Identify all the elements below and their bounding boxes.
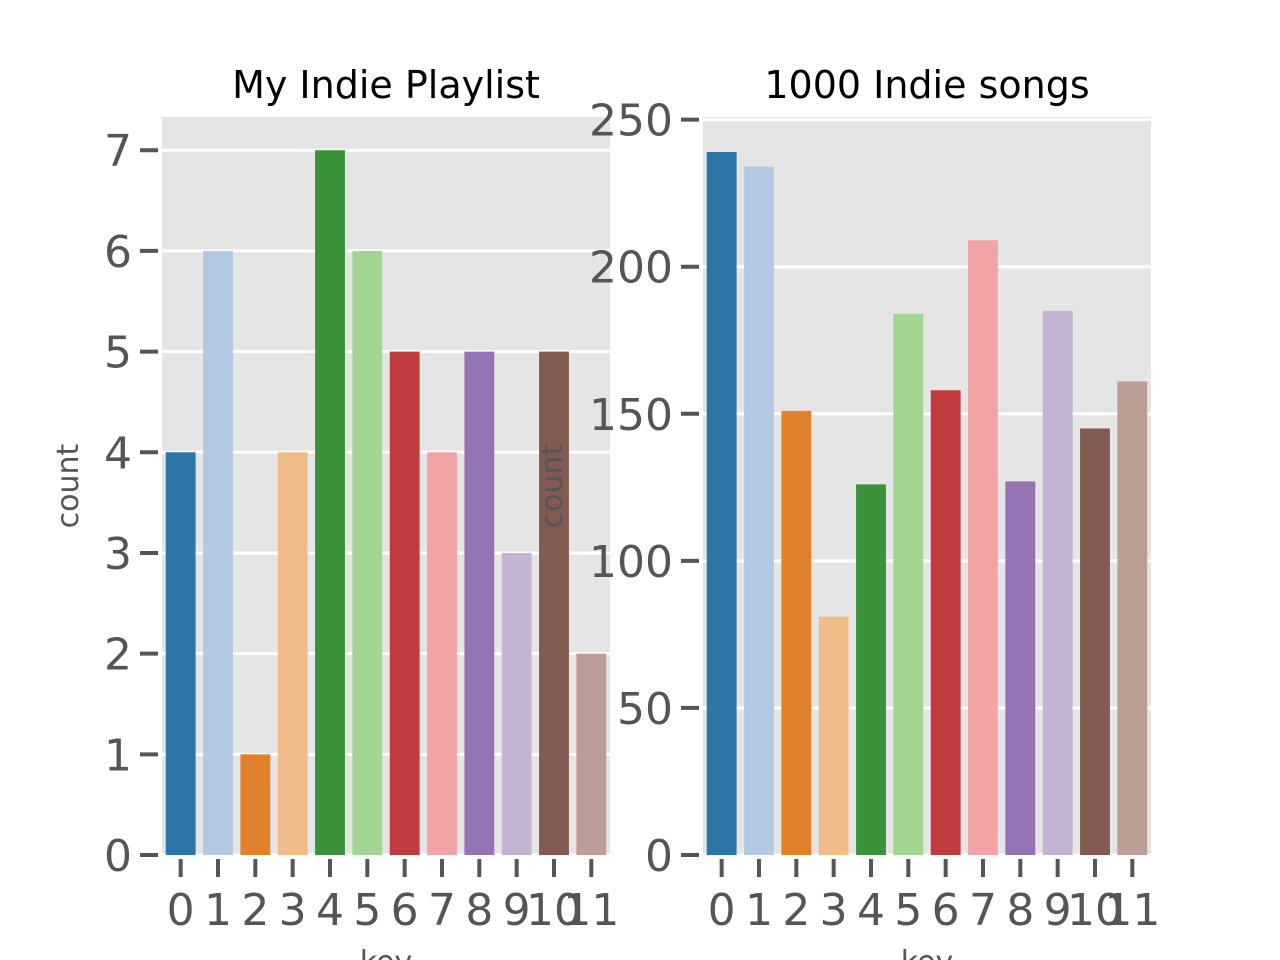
x-tick-label: 2 <box>782 885 810 936</box>
x-axis-label: key <box>360 945 413 960</box>
x-tick-label: 8 <box>1006 885 1034 936</box>
bar-key-6 <box>930 390 961 855</box>
bar-key-11 <box>1117 381 1148 855</box>
bar-key-9 <box>501 552 532 855</box>
x-tick-label: 9 <box>1044 885 1072 936</box>
x-tick-label: 9 <box>503 885 531 936</box>
x-tick-label: 3 <box>820 885 848 936</box>
bar-key-11 <box>576 653 607 855</box>
bar-key-0 <box>706 152 737 855</box>
bar-key-3 <box>818 616 849 855</box>
x-tick-label: 8 <box>465 885 493 936</box>
bar-key-7 <box>968 240 998 855</box>
bar-key-8 <box>1005 481 1036 855</box>
x-tick-label: 4 <box>316 885 344 936</box>
y-tick-label: 100 <box>589 537 673 588</box>
y-tick-label: 200 <box>589 243 673 294</box>
bar-key-5 <box>893 313 924 855</box>
x-tick-label: 5 <box>894 885 922 936</box>
x-tick-label: 10 <box>526 885 582 936</box>
y-axis-ticks: 0 1 2 3 4 5 6 7 <box>104 126 158 882</box>
bar-key-4 <box>315 150 345 855</box>
gridlines <box>162 148 610 857</box>
y-tick-label: 1 <box>104 730 132 781</box>
gridlines <box>703 118 1151 857</box>
x-tick-label: 1 <box>204 885 232 936</box>
y-tick-label: 5 <box>104 328 132 379</box>
bar-key-2 <box>240 754 271 855</box>
x-tick-label: 4 <box>857 885 885 936</box>
bar-key-0 <box>165 452 196 855</box>
y-tick-label: 4 <box>104 428 132 479</box>
x-tick-label: 11 <box>563 885 619 936</box>
x-tick-label: 10 <box>1067 885 1123 936</box>
y-tick-label: 3 <box>104 529 132 580</box>
x-tick-label: 3 <box>279 885 307 936</box>
bar-key-6 <box>389 351 420 855</box>
bar-key-2 <box>781 410 812 855</box>
bar-key-4 <box>856 484 886 855</box>
bar-key-5 <box>352 250 383 855</box>
plot-area-background <box>162 117 610 855</box>
bar-key-10 <box>1080 428 1110 855</box>
y-tick-label: 0 <box>645 831 673 882</box>
y-tick-label: 7 <box>104 126 132 177</box>
bar-key-8 <box>464 351 495 855</box>
chart-title: 1000 Indie songs <box>764 63 1089 107</box>
y-tick-label: 6 <box>104 227 132 278</box>
bar-key-3 <box>277 452 308 855</box>
y-axis-ticks: 0 50 100 150 200 250 <box>589 96 699 882</box>
x-tick-label: 5 <box>353 885 381 936</box>
y-tick-label: 150 <box>589 390 673 441</box>
x-tick-label: 0 <box>167 885 195 936</box>
bar-key-1 <box>744 166 774 855</box>
x-tick-label: 6 <box>391 885 419 936</box>
plot-area-background <box>703 117 1151 855</box>
chart-title: My Indie Playlist <box>232 63 540 107</box>
y-tick-label: 2 <box>104 630 132 681</box>
x-tick-label: 2 <box>241 885 269 936</box>
y-tick-label: 50 <box>617 684 673 735</box>
y-tick-label: 250 <box>589 96 673 147</box>
bar-key-9 <box>1042 310 1073 855</box>
x-tick-label: 7 <box>428 885 456 936</box>
x-tick-label: 0 <box>708 885 736 936</box>
bar-key-1 <box>203 250 233 855</box>
y-axis-label: count <box>535 443 570 528</box>
x-axis-label: key <box>901 945 954 960</box>
x-tick-label: 1 <box>745 885 773 936</box>
x-tick-label: 7 <box>969 885 997 936</box>
x-tick-label: 11 <box>1104 885 1160 936</box>
y-axis-label: count <box>51 443 86 528</box>
bars <box>165 150 607 855</box>
y-tick-label: 0 <box>104 831 132 882</box>
bar-key-7 <box>427 452 457 855</box>
bars <box>706 152 1148 855</box>
x-tick-label: 6 <box>932 885 960 936</box>
bar-key-10 <box>539 351 569 855</box>
